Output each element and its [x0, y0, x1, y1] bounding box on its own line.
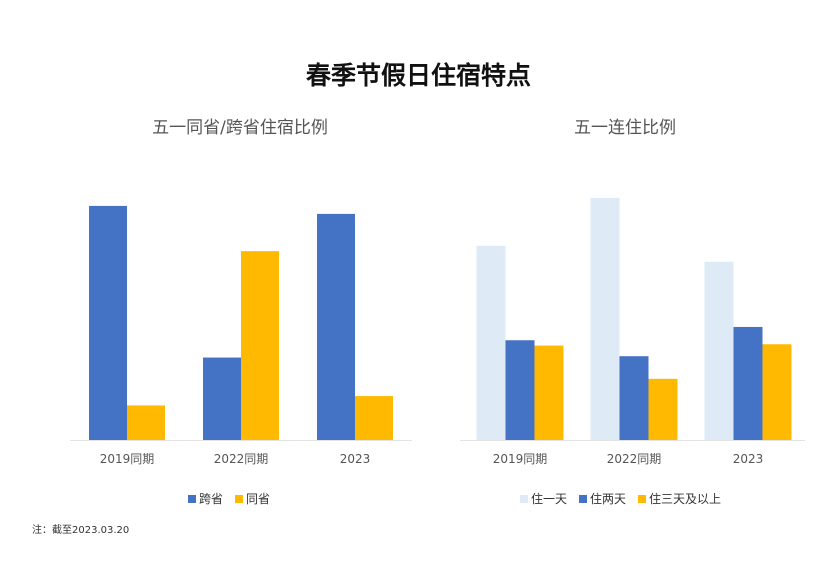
bar-1-1-1 — [619, 356, 649, 440]
bar-0-1-0 — [203, 357, 241, 440]
x-tick-label: 2019同期 — [493, 452, 548, 466]
page-title: 春季节假日住宿特点 — [305, 61, 531, 90]
bar-1-2-2 — [762, 344, 792, 440]
bar-1-1-2 — [648, 378, 678, 440]
footnote: 注：截至2023.03.20 — [32, 525, 130, 536]
legend-label: 住三天及以上 — [649, 492, 721, 506]
legend-label: 跨省 — [199, 492, 223, 506]
legend-swatch — [235, 495, 243, 503]
legend-swatch — [188, 495, 196, 503]
x-tick-label: 2019同期 — [100, 452, 155, 466]
x-tick-label: 2023 — [340, 452, 371, 466]
bar-1-1-0 — [590, 197, 620, 440]
bar-1-0-1 — [505, 340, 535, 440]
bar-1-0-0 — [476, 245, 506, 440]
bar-0-0-1 — [127, 405, 165, 440]
bar-1-2-1 — [733, 326, 763, 440]
x-tick-label: 2022同期 — [607, 452, 662, 466]
legend-label: 住两天 — [590, 492, 626, 506]
bar-0-2-0 — [317, 213, 355, 440]
bar-0-1-1 — [241, 251, 279, 440]
legend-swatch — [579, 495, 587, 503]
legend-swatch — [520, 495, 528, 503]
bar-1-2-0 — [704, 261, 734, 440]
legend-label: 住一天 — [531, 492, 567, 506]
bar-0-2-1 — [355, 396, 393, 440]
bar-0-0-0 — [89, 205, 127, 440]
x-tick-label: 2022同期 — [214, 452, 269, 466]
left-chart-title: 五一同省/跨省住宿比例 — [152, 118, 328, 138]
legend-label: 同省 — [246, 492, 270, 506]
legend-swatch — [638, 495, 646, 503]
right-chart-title: 五一连住比例 — [574, 118, 676, 138]
bar-1-0-2 — [534, 345, 564, 440]
x-tick-label: 2023 — [733, 452, 764, 466]
